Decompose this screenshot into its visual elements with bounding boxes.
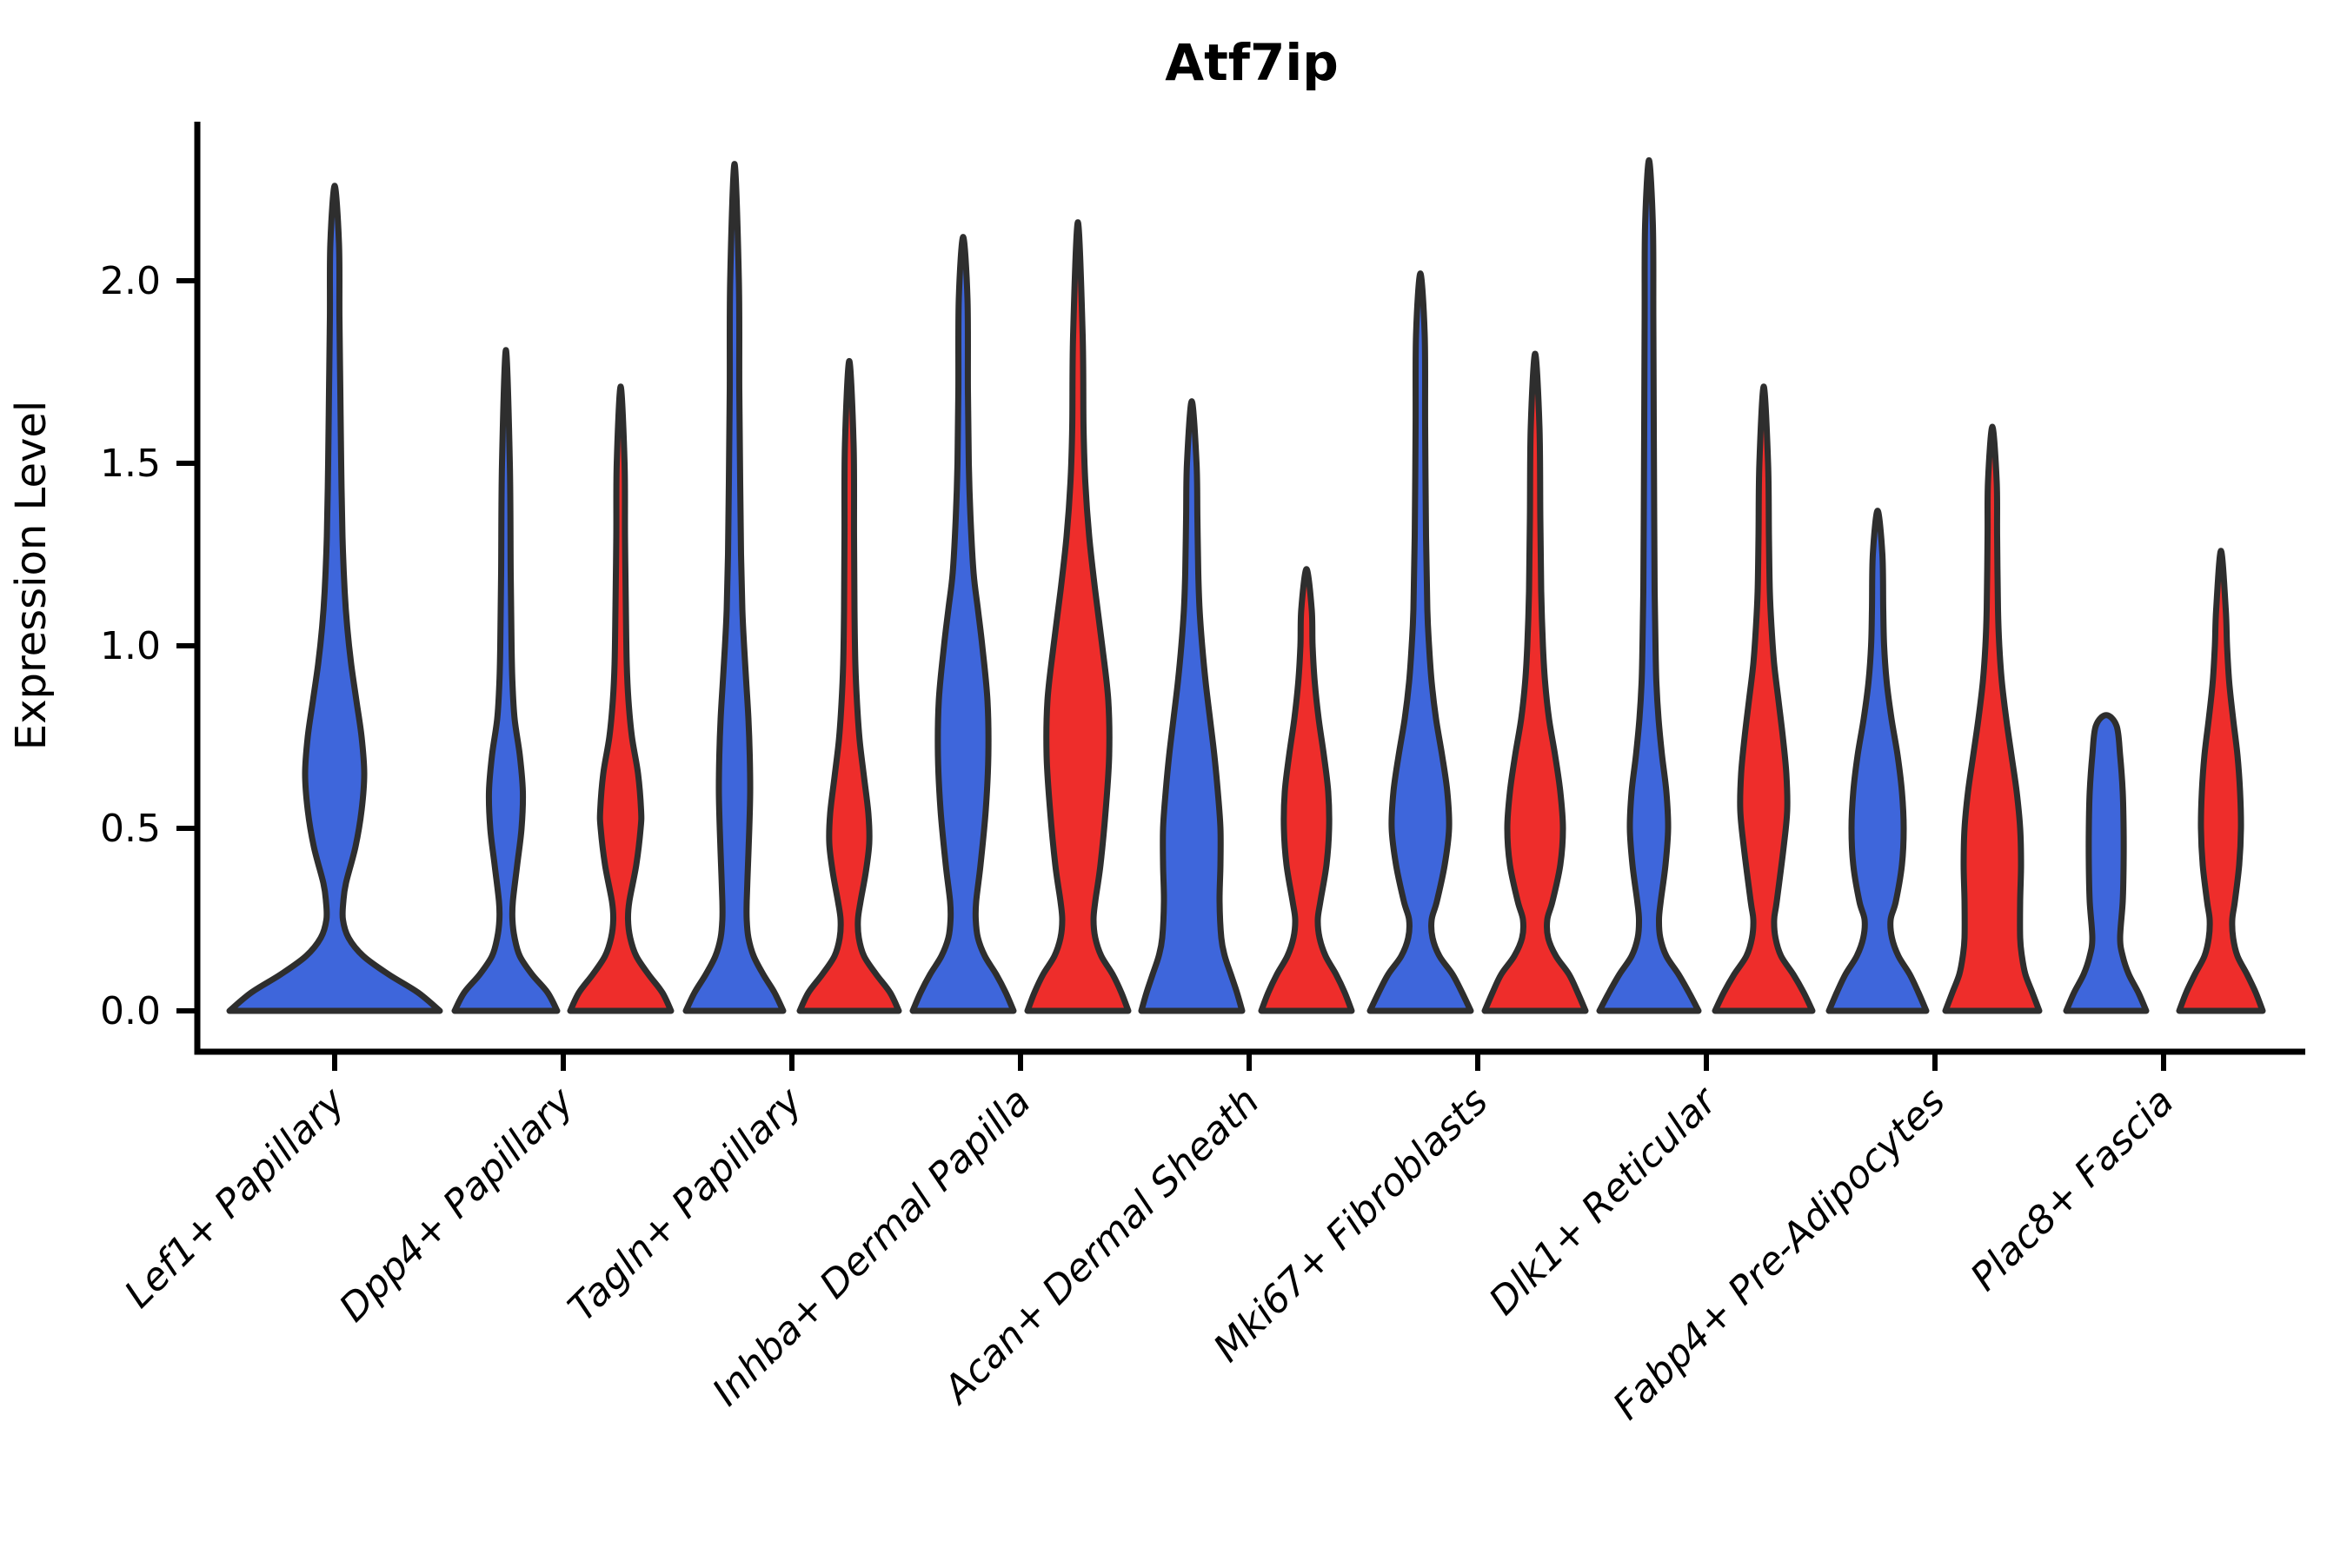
x-tick-label-8: Plac8+ Fascia: [1962, 1080, 2182, 1299]
violins-layer: [226, 156, 2266, 1014]
chart-title: Atf7ip: [1165, 33, 1339, 92]
violin-red-5: [1481, 350, 1589, 1014]
x-tick-label-0: Lef1+ Papillary: [116, 1079, 355, 1317]
y-tick-label: 1.5: [100, 442, 161, 486]
violin-red-4: [1258, 566, 1355, 1014]
x-tick-label-2: Tagln+ Papillary: [560, 1079, 811, 1330]
violin-blue-3: [909, 234, 1017, 1014]
violin-red-8: [2176, 548, 2266, 1014]
violin-blue-5: [1366, 270, 1474, 1014]
y-tick-label: 2.0: [100, 259, 161, 303]
violin-red-1: [567, 383, 675, 1014]
violin-blue-8: [2063, 712, 2150, 1014]
y-tick-label: 0.5: [100, 807, 161, 851]
violin-blue-6: [1596, 156, 1702, 1014]
axes-layer: [176, 122, 2305, 1071]
violin-blue-7: [1825, 508, 1930, 1014]
y-axis-label: Expression Level: [7, 401, 56, 751]
x-tick-label-6: Dlk1+ Reticular: [1480, 1078, 1726, 1324]
x-tick-label-1: Dpp4+ Papillary: [331, 1079, 583, 1331]
y-tick-label: 0.0: [100, 989, 161, 1033]
violin-blue-1: [451, 347, 561, 1014]
violin-blue-4: [1138, 398, 1246, 1014]
violin-red-2: [796, 357, 902, 1014]
violin-red-7: [1942, 423, 2043, 1014]
violin-blue-0: [226, 183, 443, 1014]
y-tick-label: 1.0: [100, 624, 161, 668]
violin-blue-2: [682, 161, 787, 1014]
violin-red-6: [1712, 383, 1816, 1014]
violin-red-3: [1024, 219, 1132, 1014]
